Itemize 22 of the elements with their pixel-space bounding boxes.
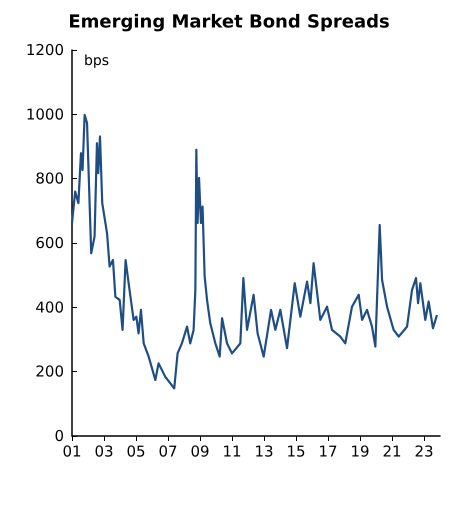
y-tick-label: 400 [35, 298, 64, 316]
chart-title: Emerging Market Bond Spreads [68, 12, 390, 32]
x-tick-label: 13 [254, 442, 274, 460]
y-tick-label: 0 [54, 427, 64, 445]
x-tick-label: 03 [94, 442, 114, 460]
y-tick-label: 600 [35, 234, 64, 252]
x-tick-label: 01 [62, 442, 82, 460]
x-tick-label: 11 [222, 442, 242, 460]
line-series [70, 114, 438, 390]
x-tick-label: 19 [350, 442, 370, 460]
y-tick-label: 1200 [26, 41, 64, 59]
x-tick-label: 09 [190, 442, 210, 460]
y-tick-label: 200 [35, 362, 64, 381]
y-tick-label: 800 [35, 170, 64, 188]
x-tick-label: 21 [382, 442, 402, 460]
x-tick-label: 05 [126, 442, 146, 460]
x-tick-label: 23 [414, 442, 434, 460]
x-tick-label: 17 [318, 442, 338, 460]
x-tick-label: 15 [286, 442, 306, 460]
y-tick-label: 1000 [26, 105, 64, 124]
y-axis-title: bps [84, 53, 110, 69]
x-tick-label: 07 [158, 442, 178, 460]
